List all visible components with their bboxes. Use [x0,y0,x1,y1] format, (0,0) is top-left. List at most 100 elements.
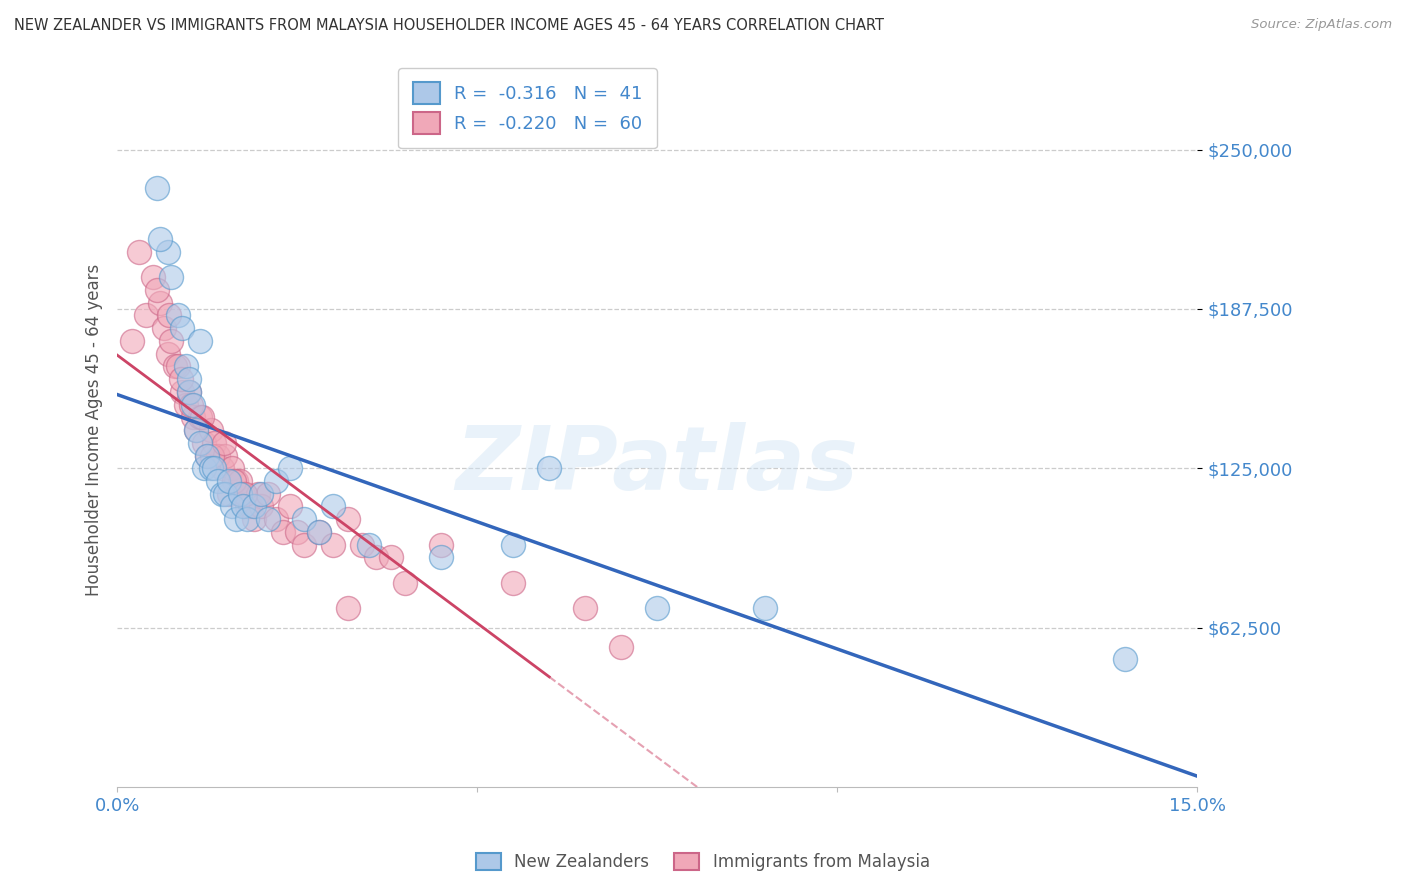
Point [264,474,287,488]
Point [195,449,218,463]
Point [250,487,273,501]
Point [336,512,359,526]
Point [188,334,211,348]
Point [188,435,211,450]
Point [645,601,668,615]
Point [149,295,172,310]
Point [430,538,453,552]
Point [135,309,157,323]
Point [195,449,218,463]
Point [179,372,201,386]
Point [380,550,402,565]
Point [186,423,208,437]
Point [188,410,211,425]
Point [246,487,269,501]
Point [156,346,179,360]
Point [146,283,169,297]
Point [294,512,316,526]
Point [294,538,316,552]
Point [257,512,280,526]
Point [202,461,225,475]
Point [146,181,169,195]
Point [250,500,273,514]
Point [350,538,373,552]
Point [278,500,301,514]
Point [214,449,236,463]
Point [574,601,596,615]
Point [142,270,165,285]
Point [160,334,183,348]
Point [285,524,308,539]
Point [236,512,259,526]
Point [502,538,524,552]
Point [232,500,254,514]
Point [174,398,197,412]
Point [200,461,222,475]
Point [366,550,388,565]
Point [754,601,776,615]
Point [218,474,240,488]
Point [221,461,243,475]
Point [232,487,254,501]
Point [207,474,229,488]
Point [211,461,233,475]
Point [121,334,143,348]
Point [308,524,330,539]
Point [225,474,247,488]
Text: NEW ZEALANDER VS IMMIGRANTS FROM MALAYSIA HOUSEHOLDER INCOME AGES 45 - 64 YEARS : NEW ZEALANDER VS IMMIGRANTS FROM MALAYSI… [14,18,884,33]
Point [502,576,524,591]
Point [179,384,201,399]
Point [271,524,294,539]
Point [201,449,224,463]
Point [128,244,150,259]
Point [212,435,235,450]
Point [167,359,190,374]
Point [193,435,215,450]
Point [207,449,229,463]
Point [228,487,250,501]
Point [394,576,416,591]
Legend: R =  -0.316   N =  41, R =  -0.220   N =  60: R = -0.316 N = 41, R = -0.220 N = 60 [398,68,657,148]
Point [278,461,301,475]
Point [322,538,344,552]
Point [157,309,180,323]
Point [170,384,193,399]
Point [264,512,287,526]
Point [181,398,204,412]
Point [228,474,250,488]
Point [222,474,245,488]
Text: ZIPatlas: ZIPatlas [456,422,859,509]
Point [430,550,453,565]
Point [221,500,243,514]
Point [243,512,266,526]
Legend: New Zealanders, Immigrants from Malaysia: New Zealanders, Immigrants from Malaysia [468,845,938,880]
Point [538,461,561,475]
Point [174,359,197,374]
Point [236,500,259,514]
Point [179,384,201,399]
Point [1114,652,1136,666]
Point [170,321,193,335]
Point [191,410,214,425]
Point [243,500,266,514]
Point [308,524,330,539]
Point [202,435,225,450]
Point [610,640,633,654]
Point [211,487,233,501]
Point [214,487,236,501]
Point [160,270,183,285]
Point [149,232,172,246]
Point [200,423,222,437]
Point [169,372,191,386]
Point [153,321,176,335]
Point [180,398,202,412]
Point [225,512,247,526]
Point [193,461,215,475]
Text: Source: ZipAtlas.com: Source: ZipAtlas.com [1251,18,1392,31]
Point [322,500,344,514]
Point [156,244,179,259]
Point [218,487,240,501]
Point [239,500,262,514]
Y-axis label: Householder Income Ages 45 - 64 years: Householder Income Ages 45 - 64 years [86,264,103,596]
Point [186,423,208,437]
